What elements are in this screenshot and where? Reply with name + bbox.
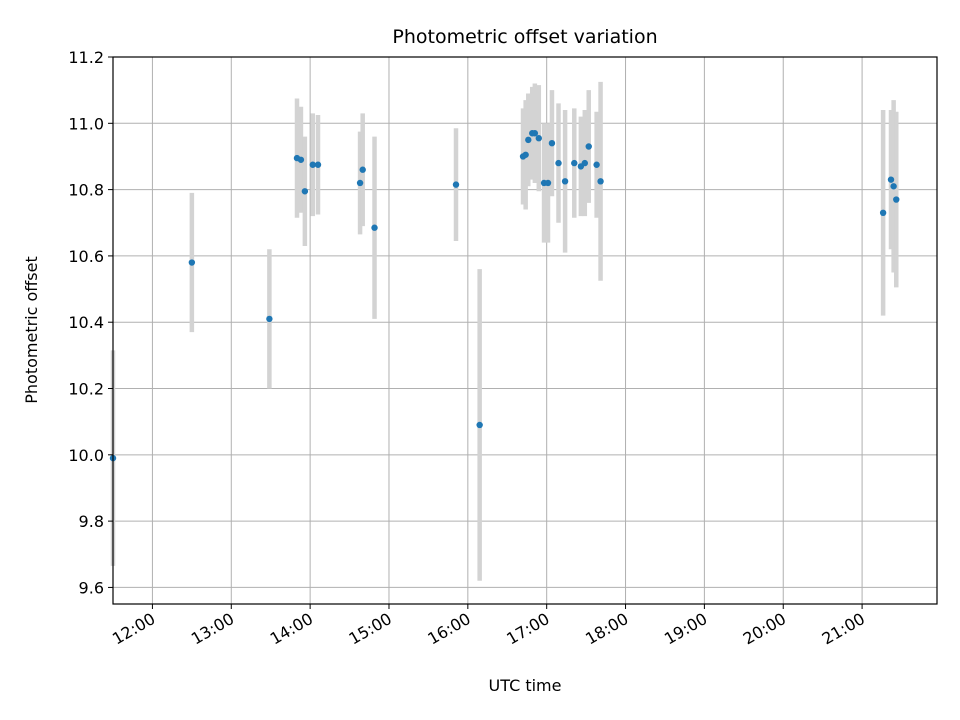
data-point bbox=[309, 161, 316, 168]
data-point bbox=[314, 161, 322, 168]
y-tick-label: 9.8 bbox=[79, 512, 104, 531]
y-tick-label: 11.0 bbox=[68, 114, 104, 133]
data-point bbox=[879, 209, 887, 217]
data-point bbox=[266, 315, 273, 323]
data-point bbox=[188, 259, 196, 266]
y-tick-label: 10.4 bbox=[68, 313, 104, 332]
data-point bbox=[522, 151, 529, 158]
x-axis-label: UTC time bbox=[489, 676, 562, 695]
y-axis-label: Photometric offset bbox=[22, 256, 41, 404]
y-tick-label: 10.2 bbox=[68, 380, 104, 399]
data-point bbox=[593, 161, 600, 168]
data-point bbox=[585, 143, 592, 150]
y-tick-label: 10.0 bbox=[68, 446, 104, 465]
data-point bbox=[581, 159, 588, 167]
data-point bbox=[356, 179, 364, 187]
data-points bbox=[109, 130, 900, 462]
data-point bbox=[359, 166, 366, 173]
data-point bbox=[476, 421, 483, 429]
data-point bbox=[561, 178, 569, 185]
data-point bbox=[525, 136, 532, 144]
y-tick-label: 10.6 bbox=[68, 247, 104, 266]
plot-frame bbox=[112, 56, 938, 605]
data-point bbox=[371, 224, 378, 231]
data-point bbox=[597, 178, 604, 185]
y-tick-label: 10.8 bbox=[68, 181, 104, 200]
data-point bbox=[297, 156, 305, 163]
data-point bbox=[571, 159, 578, 167]
y-axis-ticks: 9.6 9.8 10.0 10.2 10.4 10.6 10.8 11.0 11.2 bbox=[68, 48, 113, 597]
data-point bbox=[555, 159, 562, 167]
data-point bbox=[544, 179, 552, 187]
data-point bbox=[452, 181, 460, 188]
data-point bbox=[535, 135, 542, 142]
data-point bbox=[887, 176, 895, 183]
data-point bbox=[890, 183, 897, 190]
data-point bbox=[531, 130, 539, 137]
data-point bbox=[301, 188, 309, 195]
data-point bbox=[893, 196, 900, 203]
chart-title: Photometric offset variation bbox=[392, 26, 657, 48]
data-point bbox=[548, 139, 556, 147]
y-tick-label: 9.6 bbox=[79, 578, 104, 597]
y-tick-label: 11.2 bbox=[68, 48, 104, 67]
